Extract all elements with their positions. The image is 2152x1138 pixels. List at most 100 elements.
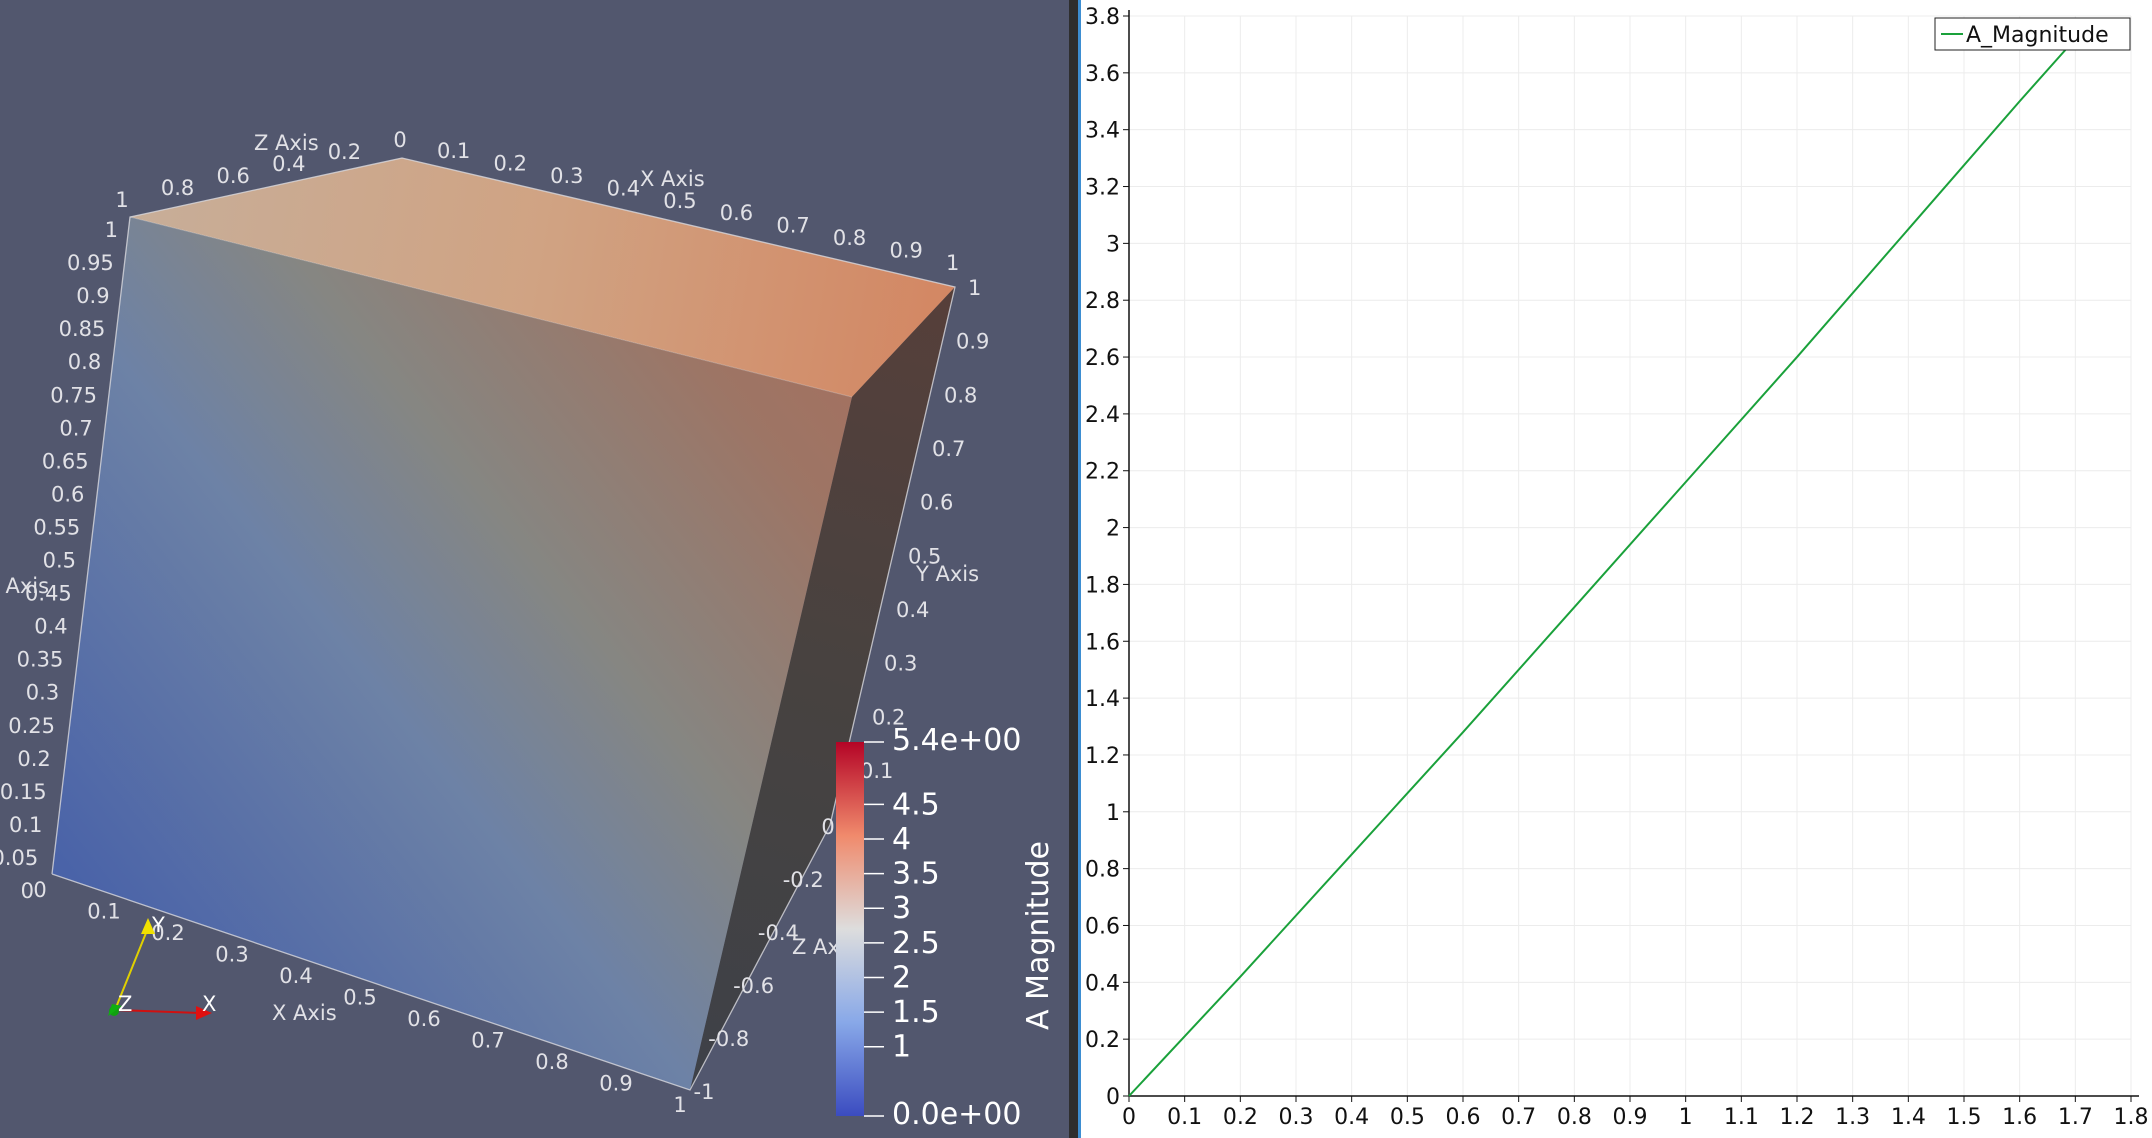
cube-axes-right-z-ticks: 0 -0.2 -0.4 -0.6 -0.8 -1 <box>694 815 835 1104</box>
top-z-tick-label: 0.4 <box>272 152 305 176</box>
chart-x-tick-label: 0.3 <box>1279 1105 1314 1130</box>
cube-axes-bottom-x-ticks: 0 0.1 0.2 0.3 0.4 0.5 0.6 0.7 0.8 0.9 1 <box>33 878 686 1117</box>
top-z-tick-label: 0.6 <box>216 164 249 188</box>
top-x-tick-label: 1 <box>946 251 959 275</box>
color-legend-tick-label: 1 <box>892 1030 911 1065</box>
chart-series <box>1128 38 2077 1097</box>
chart-y-tick-label: 1 <box>1106 801 1120 826</box>
color-legend-ticks: 4.543.532.521.51 <box>864 787 940 1065</box>
chart-y-tick-label: 3.2 <box>1085 176 1120 201</box>
orientation-y-arrowhead <box>141 918 155 934</box>
left-y-tick-label: 0.05 <box>0 846 38 870</box>
chart-x-tick-label: 1.4 <box>1891 1105 1926 1130</box>
orientation-x-label: X <box>202 992 216 1016</box>
chart-y-tick-label: 2.6 <box>1085 346 1120 371</box>
top-x-tick-label: 0.8 <box>833 226 866 250</box>
left-y-axis-title: Y Axis <box>0 574 49 598</box>
top-x-tick-label: 0.2 <box>494 151 527 175</box>
orientation-y-label: Y <box>151 913 165 937</box>
top-z-tick-label: 0.2 <box>328 140 361 164</box>
chart-x-tick-label: 0.2 <box>1223 1105 1258 1130</box>
color-legend-tick-label: 3 <box>892 891 911 926</box>
bottom-x-tick-label: 1 <box>673 1093 686 1117</box>
right-y-tick-label: 0.9 <box>956 330 989 354</box>
chart-y-tick-label: 0.8 <box>1085 858 1120 883</box>
color-legend-tick-label: 1.5 <box>892 995 940 1030</box>
left-y-tick-label: 1 <box>105 218 118 242</box>
left-y-tick-label: 0.4 <box>34 615 67 639</box>
cube-right-face <box>690 287 955 1090</box>
right-z-tick-label: 0 <box>821 815 834 839</box>
orientation-axes-widget[interactable]: Y X Z <box>108 913 216 1020</box>
bottom-x-tick-label: 0.6 <box>407 1007 440 1031</box>
color-legend-title: A Magnitude <box>1021 841 1056 1030</box>
line-chart-view[interactable]: 0 0.1 0.2 0.3 0.4 0.5 0.6 0.7 0.8 0.9 1 1.1 1.2 1.3 1.… <box>1078 0 2152 1138</box>
chart-legend[interactable]: A_Magnitude <box>1934 17 2131 51</box>
top-x-axis-title: X Axis <box>640 167 705 191</box>
chart-x-tick-label: 0.1 <box>1167 1105 1202 1130</box>
cube-axes-left-y-ticks: 1 0.95 0.9 0.85 0.8 0.75 0.7 0.65 0.6 0.55 0.5 0.45… <box>0 218 118 903</box>
chart-y-tick-label: 0 <box>1106 1085 1120 1110</box>
line-chart[interactable]: 0 0.1 0.2 0.3 0.4 0.5 0.6 0.7 0.8 0.9 1 1.1 1.2 1.3 1.… <box>1081 0 2152 1138</box>
right-y-tick-label: 0.3 <box>884 652 917 676</box>
color-legend-tick-label: 4.5 <box>892 787 940 822</box>
render-view-3d[interactable]: 0.1 0.2 0.3 0.4 0.5 0.6 0.7 0.8 0.9 1 1 0.8 0.6 0.4 0… <box>0 0 1069 1138</box>
orientation-z-arrowhead <box>108 1004 122 1016</box>
chart-x-tick-label: 0.4 <box>1334 1105 1369 1130</box>
chart-x-tick-label: 0.9 <box>1613 1105 1648 1130</box>
cube-edges <box>51 157 956 1091</box>
chart-y-tick-label: 0.6 <box>1085 914 1120 939</box>
chart-x-tick-label: 1.5 <box>1947 1105 1982 1130</box>
top-x-tick-label: 0.7 <box>776 214 809 238</box>
top-x-tick-label: 0.4 <box>607 176 640 200</box>
right-y-tick-label: 0.4 <box>896 598 929 622</box>
chart-legend-label: A_Magnitude <box>1966 23 2109 48</box>
chart-x-tick-label: 0.8 <box>1557 1105 1592 1130</box>
chart-y-tick-label: 3.6 <box>1085 62 1120 87</box>
bottom-x-tick-label: 0.3 <box>215 943 248 967</box>
chart-x-tick-label: 1.8 <box>2114 1105 2149 1130</box>
right-y-tick-label: 0.2 <box>872 705 905 729</box>
right-y-tick-label: 1 <box>968 276 981 300</box>
chart-y-tick-label: 3.4 <box>1085 119 1120 144</box>
chart-y-tick-label: 2.2 <box>1085 460 1120 485</box>
render-canvas[interactable]: 0.1 0.2 0.3 0.4 0.5 0.6 0.7 0.8 0.9 1 1 0.8 0.6 0.4 0… <box>0 0 1069 1138</box>
left-y-tick-label: 0.3 <box>26 681 59 705</box>
chart-y-tick-label: 3.8 <box>1085 5 1120 30</box>
left-y-tick-label: 0.95 <box>67 251 114 275</box>
chart-x-tick-label: 0.6 <box>1446 1105 1481 1130</box>
chart-x-tick-labels: 0 0.1 0.2 0.3 0.4 0.5 0.6 0.7 0.8 0.9 1 1.1 1.2 1.3 1.… <box>1122 1105 2149 1130</box>
left-y-tick-label: 0.8 <box>68 350 101 374</box>
color-legend-tick-label: 3.5 <box>892 857 940 892</box>
left-y-tick-label: 0.85 <box>59 317 106 341</box>
top-x-tick-label: 0.5 <box>663 189 696 213</box>
left-y-tick-label: 0.1 <box>9 813 42 837</box>
left-y-tick-label: 0.6 <box>51 482 84 506</box>
chart-x-tick-label: 0 <box>1122 1105 1136 1130</box>
right-y-tick-label: 0.6 <box>920 491 953 515</box>
cube-top-face <box>130 158 955 397</box>
bottom-x-tick-label: 0 <box>33 878 46 902</box>
chart-y-tick-label: 0.4 <box>1085 971 1120 996</box>
left-y-tick-label: 0.2 <box>17 747 50 771</box>
chart-y-tick-label: 1.2 <box>1085 744 1120 769</box>
left-y-tick-label: 0.9 <box>76 284 109 308</box>
cube-axes-top-x-ticks: 0.1 0.2 0.3 0.4 0.5 0.6 0.7 0.8 0.9 1 <box>437 139 959 275</box>
color-legend-tick-label: 2 <box>892 960 911 995</box>
chart-y-tick-label: 0.2 <box>1085 1028 1120 1053</box>
right-z-tick-label: -0.6 <box>733 974 774 998</box>
color-legend-tick-label: 4 <box>892 822 911 857</box>
right-z-tick-label: -0.8 <box>708 1027 749 1051</box>
chart-series-line <box>1128 38 2077 1097</box>
chart-y-tick-label: 3 <box>1106 232 1120 257</box>
orientation-x-axis-line <box>114 1009 201 1014</box>
left-y-tick-label: 0.65 <box>42 449 89 473</box>
color-legend[interactable]: 4.543.532.521.51 5.4e+00 0.0e+00 A Magni… <box>836 723 1056 1132</box>
right-y-axis-title: Y Axis <box>915 562 979 586</box>
chart-y-tick-label: 2 <box>1106 517 1120 542</box>
bottom-x-tick-label: 0.5 <box>343 986 376 1010</box>
view-splitter[interactable] <box>1069 0 1078 1138</box>
chart-y-tick-label: 1.4 <box>1085 687 1120 712</box>
left-y-tick-label: 0.35 <box>17 648 64 672</box>
bottom-x-tick-label: 0.9 <box>599 1072 632 1096</box>
